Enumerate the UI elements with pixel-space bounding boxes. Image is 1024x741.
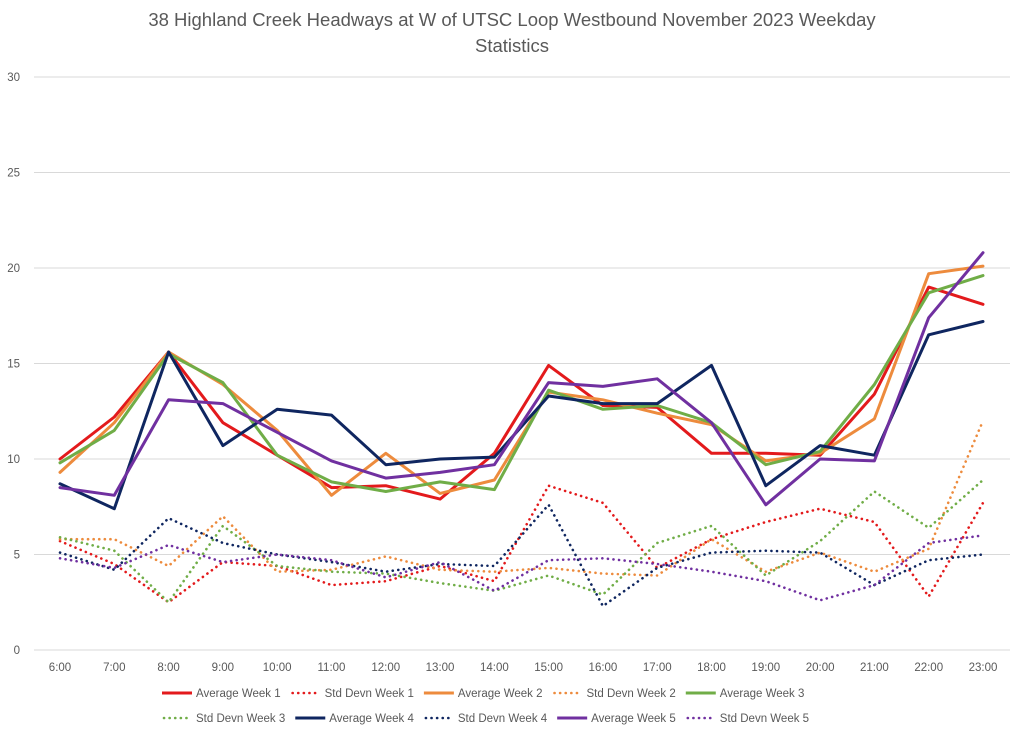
x-tick-label: 16:00 [589, 662, 618, 674]
legend: Average Week 1 Std Devn Week 1 Average Wee… [162, 688, 809, 725]
y-tick-label: 30 [7, 72, 20, 84]
y-tick-label: 20 [7, 263, 20, 275]
series-average-week-5 [58, 251, 985, 507]
x-tick-label: 8:00 [157, 662, 179, 674]
chart-title-line-2: Statistics [475, 35, 549, 56]
y-axis-ticks: 0 5 10 15 20 25 30 [7, 72, 20, 657]
x-tick-label: 20:00 [806, 662, 835, 674]
legend-label: Average Week 3 [720, 688, 805, 700]
chart-title: 38 Highland Creek Headways at W of UTSC … [148, 9, 876, 56]
series-std-devn-week-5 [58, 534, 985, 602]
x-tick-label: 19:00 [751, 662, 780, 674]
legend-item: Average Week 4 [295, 713, 414, 725]
x-tick-label: 22:00 [914, 662, 943, 674]
legend-label: Average Week 1 [196, 688, 281, 700]
legend-item: Average Week 1 [162, 688, 281, 700]
series-average-week-1 [58, 285, 985, 501]
x-tick-label: 13:00 [426, 662, 455, 674]
legend-item: Std Devn Week 3 [162, 713, 285, 725]
legend-label: Std Devn Week 5 [720, 713, 809, 725]
legend-label: Std Devn Week 1 [325, 688, 414, 700]
legend-label: Std Devn Week 3 [196, 713, 285, 725]
y-tick-label: 0 [14, 645, 20, 657]
y-tick-label: 25 [7, 168, 20, 180]
y-tick-label: 10 [7, 454, 20, 466]
x-tick-label: 6:00 [49, 662, 71, 674]
legend-label: Average Week 5 [591, 713, 676, 725]
legend-label: Average Week 2 [458, 688, 543, 700]
x-tick-label: 10:00 [263, 662, 292, 674]
x-axis-ticks: 6:00 7:00 8:00 9:00 10:00 11:00 12:00 13:00 14:0… [49, 662, 998, 674]
legend-item: Average Week 5 [557, 713, 676, 725]
legend-label: Average Week 4 [329, 713, 414, 725]
x-tick-label: 23:00 [969, 662, 998, 674]
series-average-week-3 [58, 274, 985, 493]
legend-item: Std Devn Week 4 [424, 713, 548, 725]
series-std-devn-week-1 [58, 484, 985, 604]
x-tick-label: 7:00 [103, 662, 125, 674]
legend-item: Average Week 3 [685, 688, 805, 700]
y-tick-label: 15 [7, 359, 20, 371]
x-tick-label: 11:00 [318, 662, 346, 674]
x-tick-label: 15:00 [534, 662, 563, 674]
x-tick-label: 12:00 [371, 662, 400, 674]
series-std-devn-week-2 [58, 419, 985, 577]
gridlines [34, 76, 1010, 651]
chart-title-line-1: 38 Highland Creek Headways at W of UTSC … [148, 9, 876, 30]
legend-item: Std Devn Week 1 [291, 688, 414, 700]
x-tick-label: 17:00 [643, 662, 672, 674]
legend-label: Std Devn Week 4 [458, 713, 548, 725]
legend-item: Std Devn Week 2 [553, 688, 676, 700]
x-tick-label: 18:00 [697, 662, 726, 674]
series-std-devn-week-3 [58, 478, 985, 604]
legend-item: Average Week 2 [423, 688, 543, 700]
x-tick-label: 21:00 [860, 662, 889, 674]
x-tick-label: 14:00 [480, 662, 509, 674]
y-tick-label: 5 [14, 550, 20, 562]
legend-label: Std Devn Week 2 [587, 688, 676, 700]
x-tick-label: 9:00 [212, 662, 234, 674]
series-lines [58, 251, 985, 608]
series-average-week-4 [58, 320, 985, 511]
legend-item: Std Devn Week 5 [686, 713, 809, 725]
